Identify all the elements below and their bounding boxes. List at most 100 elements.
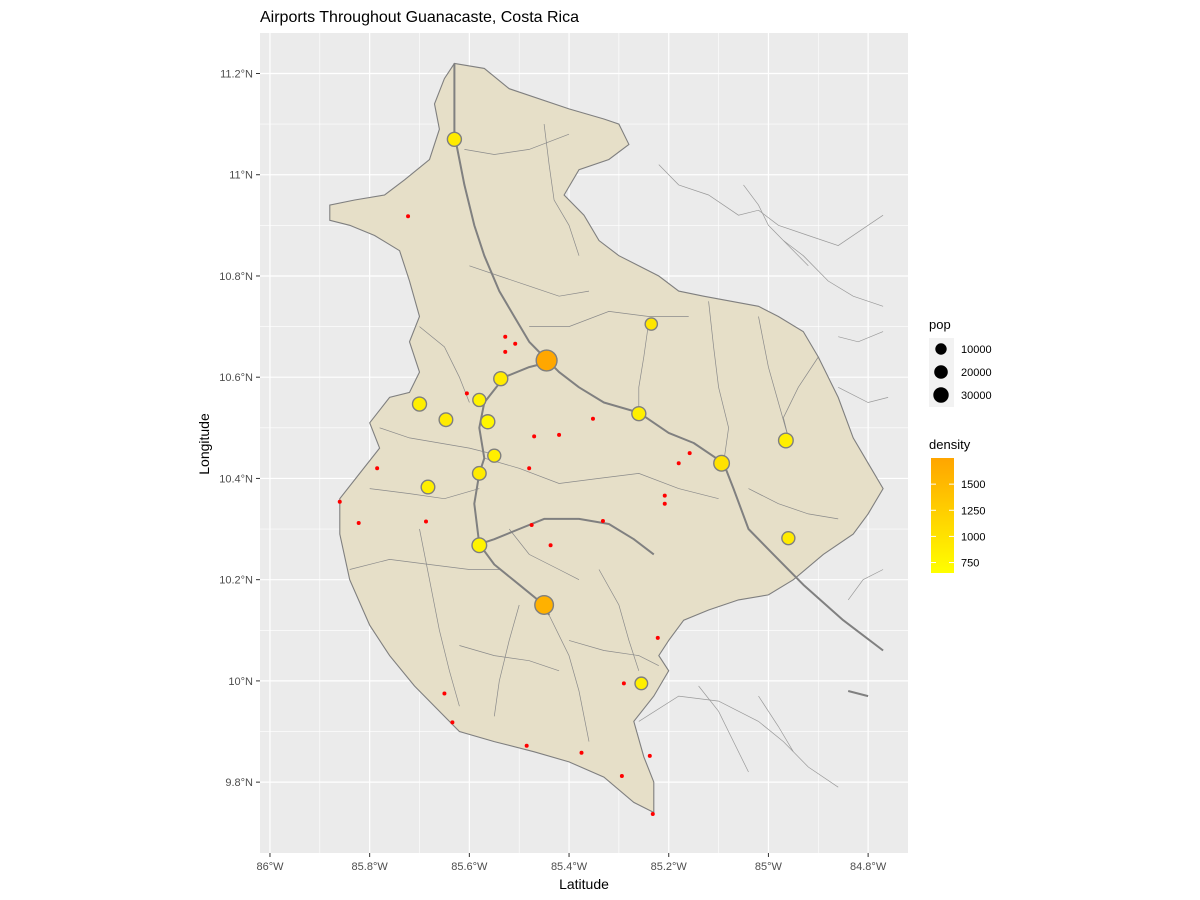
district-boundary <box>758 316 789 438</box>
density-point <box>713 454 731 472</box>
district-boundary <box>529 311 689 327</box>
density-layer <box>411 131 796 691</box>
district-boundary <box>508 528 580 581</box>
x-tick-label: 86°W <box>256 861 284 873</box>
airport-layer <box>337 214 692 817</box>
legend-pop-key <box>933 387 949 403</box>
airport-point <box>513 341 518 346</box>
density-point <box>535 349 558 372</box>
density-point <box>472 392 487 408</box>
y-tick-label: 10.6°N <box>219 372 253 384</box>
legend-pop-key <box>935 343 947 355</box>
background-line <box>638 695 839 788</box>
district-boundary <box>708 301 729 464</box>
airport-point <box>548 543 553 548</box>
chart-title: Airports Throughout Guanacaste, Costa Ri… <box>260 9 579 26</box>
airport-point <box>503 349 508 354</box>
airport-point <box>662 493 667 498</box>
legend-density-label: 1250 <box>961 505 985 517</box>
y-tick-label: 9.8°N <box>225 777 253 789</box>
airport-point <box>600 518 605 523</box>
density-point <box>487 448 502 463</box>
density-point <box>634 676 649 691</box>
district-boundary <box>484 457 719 500</box>
district-boundary <box>748 488 839 520</box>
airport-point <box>450 720 455 725</box>
legend-pop-label: 10000 <box>961 344 992 356</box>
district-boundary <box>493 604 520 717</box>
province-layer <box>329 62 884 814</box>
legend-pop-label: 30000 <box>961 390 992 402</box>
district-boundary <box>598 569 640 671</box>
y-axis-title: Longitude <box>196 413 212 475</box>
airport-point <box>650 812 655 817</box>
legend-density-colorbar <box>931 458 954 573</box>
legend-density-label: 750 <box>961 558 979 570</box>
legend-pop-title: pop <box>929 317 951 332</box>
district-boundary <box>419 528 460 707</box>
airport-point <box>532 434 537 439</box>
district-boundary <box>543 124 580 256</box>
density-point <box>471 537 488 554</box>
district-boundary <box>369 488 480 500</box>
district-boundary <box>379 427 490 454</box>
x-tick-label: 85°W <box>755 861 783 873</box>
district-boundary <box>469 265 590 297</box>
background-roads <box>638 164 889 788</box>
airport-point <box>590 416 595 421</box>
road-line <box>847 690 869 698</box>
y-tick-label: 10.8°N <box>219 271 253 283</box>
legend-density-label: 1500 <box>961 479 985 491</box>
y-tick-label: 10.2°N <box>219 575 253 587</box>
airport-point <box>375 466 380 471</box>
road-line <box>473 361 550 545</box>
airport-point <box>527 466 532 471</box>
y-tick-label: 11.2°N <box>220 68 253 80</box>
legend-pop-key <box>934 365 948 379</box>
airport-point <box>557 432 562 437</box>
legend-density: density 750 1000 1250 1500 <box>929 437 985 573</box>
density-point <box>781 530 796 546</box>
background-line <box>838 386 889 403</box>
airport-point <box>524 743 529 748</box>
district-boundary <box>464 133 570 155</box>
background-line <box>698 685 749 773</box>
legend-pop: pop 10000 20000 30000 <box>929 317 992 407</box>
y-tick-label: 10°N <box>228 676 253 688</box>
district-boundary <box>548 614 590 742</box>
airport-point <box>619 774 624 779</box>
district-boundary <box>349 559 500 570</box>
density-point <box>438 412 454 428</box>
district-boundary <box>783 356 819 438</box>
background-line <box>658 164 884 246</box>
x-axis: 86°W 85.8°W 85.6°W 85.4°W 85.2°W 85°W 84.8°W <box>256 853 887 873</box>
density-point <box>480 414 496 430</box>
airport-point <box>442 691 447 696</box>
y-tick-label: 11°N <box>229 170 253 182</box>
density-point <box>471 465 487 481</box>
airport-point <box>529 523 534 527</box>
x-tick-label: 85.8°W <box>352 861 389 873</box>
airport-point <box>662 501 667 506</box>
density-point <box>446 131 463 147</box>
density-point <box>493 371 509 387</box>
legend-density-label: 1000 <box>961 531 985 543</box>
x-axis-title: Latitude <box>559 876 609 892</box>
road-line <box>478 517 655 556</box>
airport-point <box>579 750 584 755</box>
density-point <box>644 317 659 331</box>
background-line <box>758 695 794 752</box>
background-line <box>847 569 884 601</box>
airport-point <box>464 391 469 396</box>
road-line <box>722 462 884 652</box>
district-boundary <box>568 640 659 667</box>
airport-point <box>356 520 361 525</box>
district-boundary <box>638 321 650 413</box>
x-tick-label: 85.4°W <box>551 861 588 873</box>
x-tick-label: 84.8°W <box>850 861 887 873</box>
x-tick-label: 85.2°W <box>651 861 688 873</box>
y-axis: 9.8°N 10°N 10.2°N 10.4°N 10.6°N 10.8°N 11°N 11.… <box>219 68 260 789</box>
airport-point <box>676 461 681 466</box>
density-point <box>411 396 428 412</box>
